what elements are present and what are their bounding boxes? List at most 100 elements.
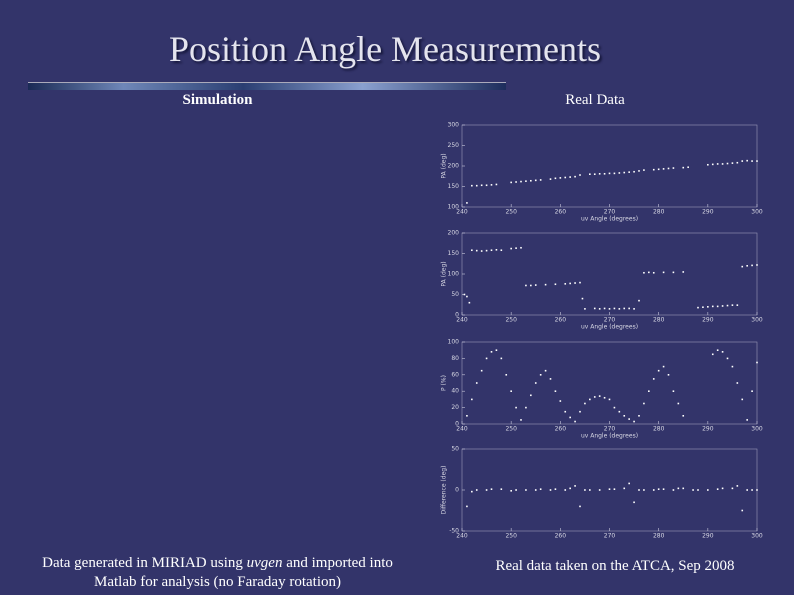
data-point (559, 177, 562, 179)
x-tick-label: 290 (702, 533, 714, 540)
title-bar (28, 82, 506, 90)
data-point (490, 351, 493, 353)
data-point (495, 349, 498, 351)
data-point (677, 402, 680, 405)
x-tick-label: 270 (604, 209, 616, 216)
data-point (520, 180, 522, 183)
y-tick-label: 0 (455, 312, 459, 319)
data-point (721, 351, 724, 353)
data-point (564, 283, 567, 285)
data-point (603, 172, 606, 175)
x-axis-label: uv Angle (degrees) (581, 216, 638, 223)
data-point (633, 308, 635, 310)
data-point (638, 299, 640, 302)
data-point (652, 168, 655, 171)
x-tick-label: 260 (555, 317, 567, 324)
data-point (510, 247, 512, 250)
data-point (662, 365, 665, 368)
data-point (756, 160, 758, 162)
data-point (564, 176, 567, 179)
data-point (485, 249, 488, 252)
y-tick-label: 0 (455, 421, 459, 428)
data-point (485, 489, 488, 491)
data-point (530, 394, 532, 397)
data-point (490, 488, 493, 490)
data-point (741, 160, 744, 162)
data-point (623, 171, 626, 174)
right-heading: Real Data (565, 92, 625, 108)
y-tick-label: 100 (448, 271, 460, 278)
data-point (534, 489, 537, 491)
data-point (662, 271, 665, 274)
data-point (593, 396, 596, 398)
data-point (657, 488, 660, 490)
data-point (598, 172, 601, 175)
data-point (707, 489, 709, 491)
y-tick-label: 150 (448, 183, 460, 190)
data-point (716, 163, 719, 165)
data-point (593, 173, 596, 175)
caption-text: Data generated in MIRIAD using (42, 555, 247, 571)
caption-text: Matlab for analysis (no Faraday rotation… (93, 574, 341, 590)
data-point (466, 415, 468, 417)
data-point (652, 271, 655, 274)
data-point (628, 307, 630, 310)
y-axis-label: PA (deg) (441, 153, 448, 178)
data-point (544, 369, 547, 372)
data-point (613, 488, 616, 490)
data-point (736, 161, 739, 164)
data-point (584, 402, 586, 405)
data-point (480, 250, 483, 252)
data-point (672, 271, 675, 274)
x-tick-label: 290 (702, 426, 714, 433)
x-tick-label: 240 (456, 317, 468, 324)
x-tick-label: 240 (456, 426, 468, 433)
data-point (485, 184, 488, 187)
caption-italic: uvgen (246, 555, 283, 571)
x-tick-label: 300 (751, 317, 763, 324)
data-point (495, 249, 498, 251)
data-point (584, 489, 586, 491)
data-point (751, 489, 753, 491)
y-tick-label: -50 (449, 528, 459, 535)
data-point (623, 307, 626, 310)
data-point (603, 396, 606, 399)
data-point (707, 163, 709, 166)
data-point (731, 162, 734, 164)
data-point (756, 264, 758, 266)
x-tick-label: 280 (653, 426, 665, 433)
data-point (746, 489, 748, 491)
y-tick-label: 200 (448, 230, 460, 237)
data-point (554, 283, 557, 286)
y-tick-label: 60 (451, 371, 459, 378)
data-point (741, 265, 744, 268)
y-tick-label: 100 (448, 204, 460, 211)
data-point (662, 168, 665, 170)
data-point (648, 390, 650, 392)
data-point (603, 307, 606, 310)
x-tick-label: 300 (751, 426, 763, 433)
data-point (525, 489, 527, 491)
data-point (510, 390, 512, 392)
data-point (756, 361, 758, 364)
data-point (534, 382, 537, 384)
data-point (643, 489, 645, 491)
data-point (711, 163, 714, 166)
plot-frame (461, 124, 758, 208)
data-point (520, 419, 522, 421)
data-point (707, 306, 709, 308)
data-point (530, 179, 532, 182)
data-point (485, 357, 488, 360)
data-point (618, 172, 621, 174)
data-point (736, 304, 739, 306)
data-point (559, 400, 562, 402)
data-point (525, 406, 527, 409)
data-point (579, 281, 581, 284)
data-point (598, 308, 601, 310)
data-point (672, 390, 675, 392)
y-tick-label: 0 (455, 487, 459, 494)
data-point (554, 488, 557, 490)
y-tick-label: 80 (451, 355, 459, 362)
x-tick-label: 260 (555, 533, 567, 540)
data-point (569, 487, 571, 490)
